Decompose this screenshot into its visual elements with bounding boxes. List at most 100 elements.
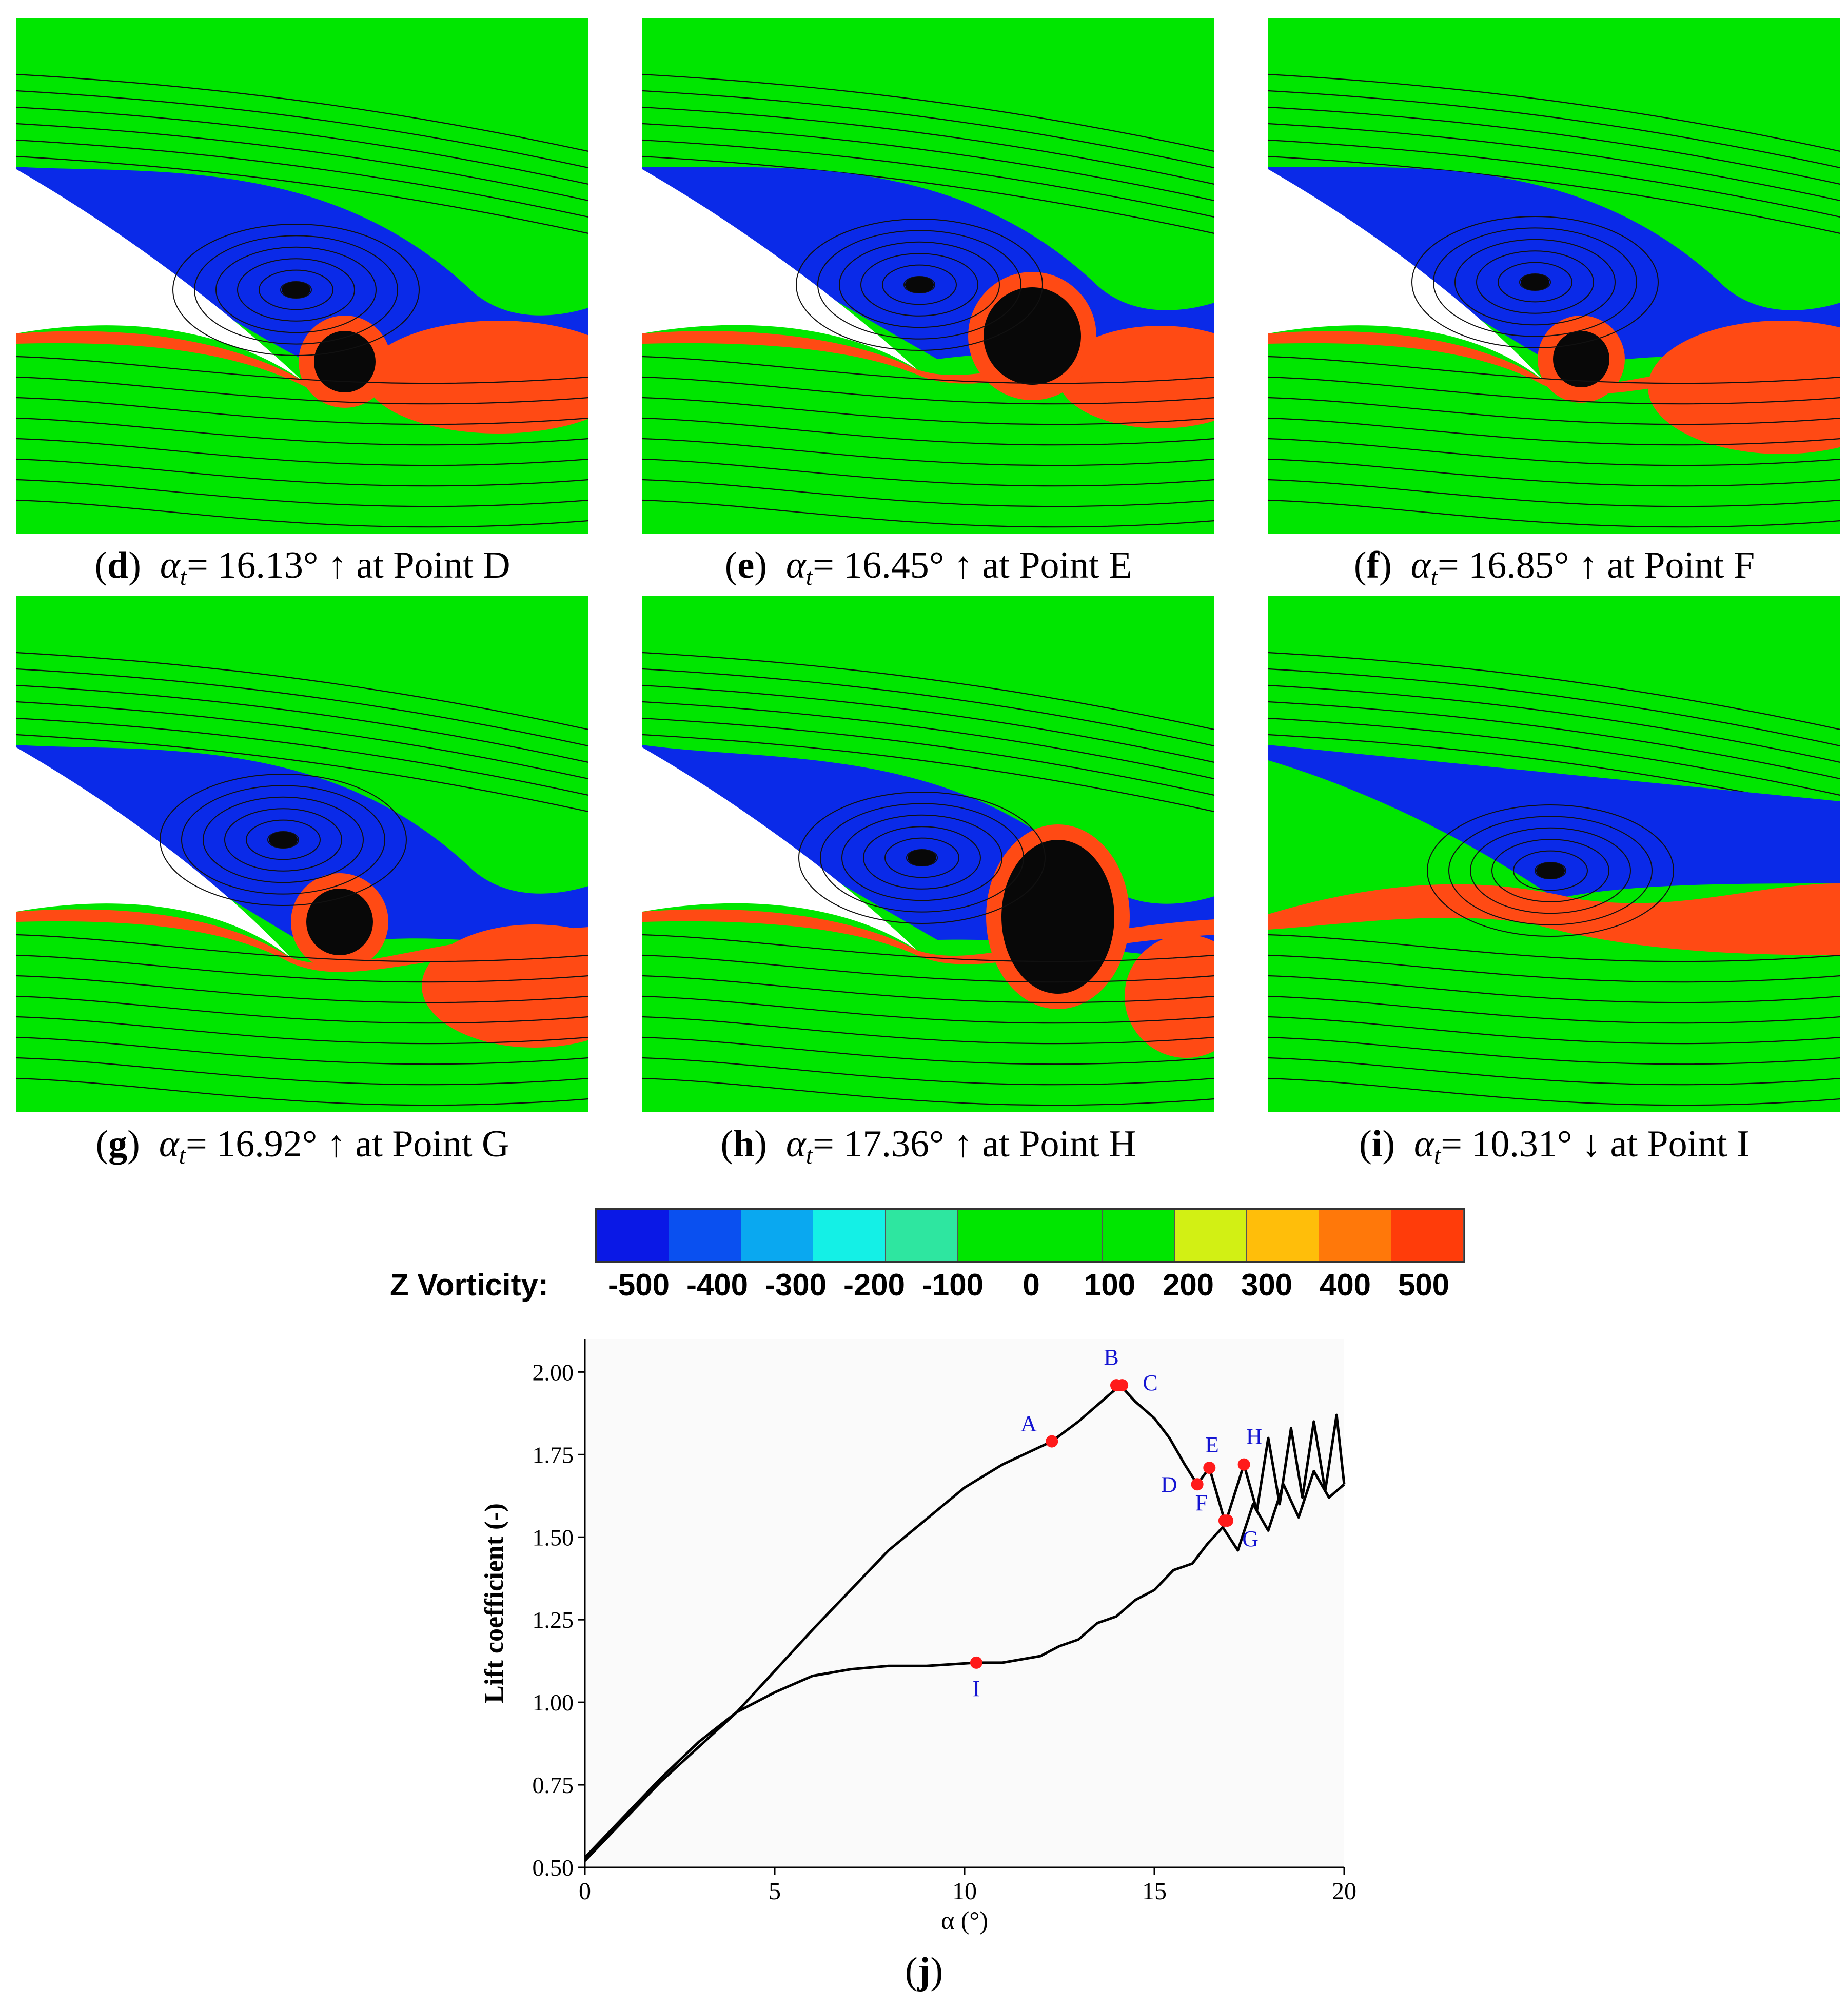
point-marker-h — [1237, 1458, 1250, 1471]
colorbar-tick-label: -100 — [921, 1268, 984, 1302]
colorbar-tick-label: 500 — [1398, 1268, 1450, 1302]
leading-edge-vortex-core — [1536, 862, 1565, 879]
streamline — [642, 734, 1214, 813]
point-label-g: G — [1242, 1526, 1259, 1551]
colorbar-segment — [1319, 1210, 1392, 1261]
streamline — [16, 1077, 588, 1106]
airfoil — [642, 747, 917, 950]
x-tick-label: 20 — [1332, 1878, 1356, 1905]
point-label-c: C — [1143, 1370, 1157, 1395]
vortex-streamline — [1454, 239, 1616, 326]
caption-e: (e) αt= 16.45° ↑ at Point E — [724, 544, 1132, 590]
x-tick-label: 0 — [579, 1878, 591, 1905]
colorbar-segment — [1030, 1210, 1103, 1261]
streamline — [642, 668, 1214, 747]
colorbar-segment — [1391, 1210, 1464, 1261]
vortex-streamline — [203, 796, 364, 883]
streamline — [642, 356, 1214, 384]
caption-j: (j) — [905, 1950, 943, 1992]
vortex-streamline — [259, 269, 333, 310]
vortex-streamline — [817, 230, 1021, 340]
point-marker-c — [1116, 1379, 1129, 1392]
vortex-streamline — [1470, 827, 1631, 914]
leading-edge-vortex-core — [905, 277, 934, 293]
colorbar-tick-label: -300 — [764, 1268, 827, 1302]
point-label-b: B — [1104, 1345, 1118, 1370]
streamline — [642, 123, 1214, 202]
streamline — [1268, 954, 1840, 983]
streamline — [642, 975, 1214, 1003]
streamline — [1268, 701, 1840, 780]
streamline — [642, 1036, 1214, 1065]
streamline — [1268, 1016, 1840, 1045]
vortex-streamline — [820, 803, 1024, 913]
streamline — [642, 717, 1214, 796]
colorbar-segment — [1174, 1210, 1247, 1261]
lift-series-downstroke — [584, 1470, 1345, 1859]
streamline — [642, 106, 1214, 185]
streamline — [1268, 668, 1840, 747]
streamline — [16, 155, 588, 234]
point-label-f: F — [1195, 1490, 1208, 1515]
streamline — [16, 734, 588, 813]
separation-region — [16, 167, 588, 369]
leading-edge-vortex-core — [908, 850, 936, 866]
separation-region — [1268, 745, 1840, 899]
caption-g: (g) αt= 16.92° ↑ at Point G — [95, 1123, 509, 1169]
streamline — [16, 90, 588, 169]
plot-area — [585, 1339, 1344, 1867]
vorticity-panel-g — [16, 596, 588, 1112]
colorbar-segment — [1247, 1210, 1320, 1261]
y-tick-label: 1.50 — [533, 1524, 574, 1550]
streamline — [1268, 376, 1840, 405]
streamline — [1268, 652, 1840, 731]
x-axis-label: α (°) — [941, 1906, 988, 1935]
streamline — [16, 139, 588, 218]
colorbar-segment — [597, 1210, 669, 1261]
streamline — [16, 717, 588, 796]
vortex-streamline — [246, 819, 321, 860]
x-tick-label: 15 — [1142, 1878, 1167, 1905]
y-tick-label: 0.50 — [533, 1855, 574, 1881]
streamline — [1268, 356, 1840, 384]
streamline — [642, 397, 1214, 425]
streamline — [642, 934, 1214, 962]
caption-d: (d) αt= 16.13° ↑ at Point D — [94, 544, 510, 590]
streamline — [642, 1016, 1214, 1045]
vortex-streamline — [1491, 839, 1609, 902]
caption-i: (i) αt= 10.31° ↓ at Point I — [1359, 1123, 1749, 1169]
streamline — [642, 1057, 1214, 1086]
trailing-edge-vortex — [306, 889, 373, 955]
airfoil — [642, 169, 917, 369]
point-label-h: H — [1246, 1424, 1263, 1449]
streamline — [16, 438, 588, 466]
streamline — [1268, 717, 1840, 796]
streamline — [1268, 438, 1840, 466]
y-tick-label: 1.75 — [533, 1442, 574, 1468]
x-tick-label: 10 — [952, 1878, 977, 1905]
point-label-e: E — [1205, 1432, 1219, 1457]
streamline — [1268, 975, 1840, 1003]
vortex-streamline — [1498, 262, 1572, 303]
caption-f: (f) αt= 16.85° ↑ at Point F — [1353, 544, 1755, 590]
trailing-edge-vortex — [314, 331, 376, 392]
streamline — [642, 73, 1214, 152]
streamline — [642, 458, 1214, 487]
vortex-streamline — [796, 219, 1043, 351]
colorbar-tick-label: -500 — [607, 1268, 670, 1302]
colorbar-tick-label: 100 — [1084, 1268, 1136, 1302]
streamline — [16, 1057, 588, 1086]
streamline — [16, 356, 588, 384]
trailing-edge-vortex — [984, 287, 1081, 385]
streamline — [642, 701, 1214, 780]
streamline — [1268, 1077, 1840, 1106]
y-tick-label: 2.00 — [533, 1359, 574, 1385]
streamline — [1268, 684, 1840, 763]
streamline — [16, 106, 588, 185]
streamline — [642, 954, 1214, 983]
vortex-streamline — [1411, 216, 1659, 348]
vorticity-panel-d — [16, 18, 588, 534]
y-tick-label: 0.75 — [533, 1772, 574, 1798]
leading-edge-vortex-core — [282, 282, 310, 298]
vortex-streamline — [839, 241, 1000, 328]
